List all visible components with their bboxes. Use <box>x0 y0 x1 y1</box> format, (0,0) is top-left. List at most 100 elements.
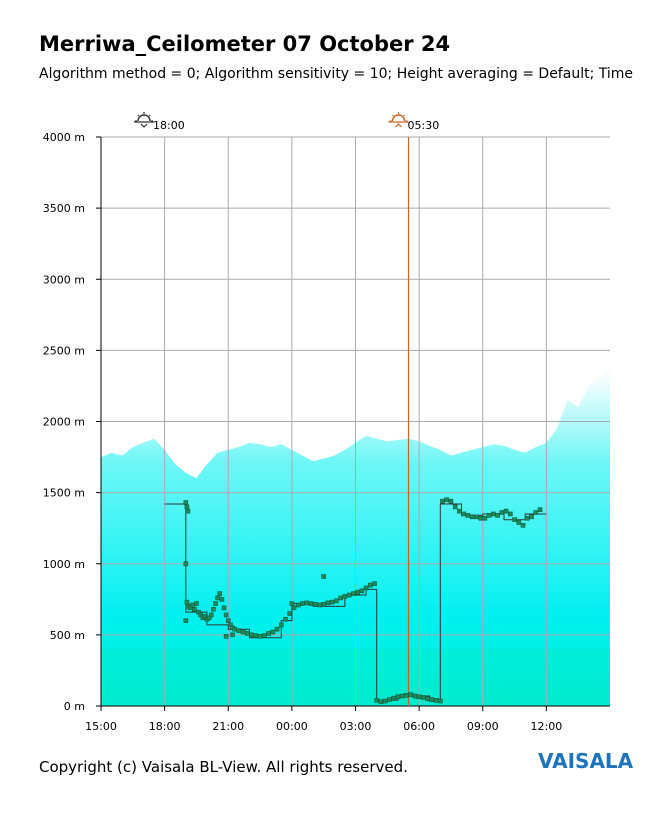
cloud-base-point <box>287 611 293 616</box>
cloud-base-point <box>253 633 259 638</box>
cloud-base-point <box>363 585 369 591</box>
cloud-base-point <box>215 595 220 601</box>
cloud-base-point <box>308 601 314 606</box>
cloud-base-point <box>508 511 513 517</box>
series-layer <box>164 497 547 705</box>
cloud-base-point <box>266 631 271 636</box>
sunset-icon <box>134 112 155 128</box>
cloud-base-point <box>351 591 356 596</box>
cloud-base-point <box>378 699 384 705</box>
cloud-base-point <box>334 598 339 604</box>
cloud-base-point <box>317 602 322 608</box>
cloud-base-point <box>478 515 483 521</box>
cloud-base-point <box>262 633 267 638</box>
y-tick-label: 3500 m <box>43 202 85 215</box>
sun-events: 18:00 05:30 <box>134 112 439 706</box>
cloud-base-point <box>395 694 401 700</box>
cloud-base-point <box>249 632 254 638</box>
grid-lines <box>100 136 610 707</box>
cloud-base-point <box>278 622 284 628</box>
cloud-base-point <box>524 515 530 521</box>
y-tick-label: 2000 m <box>43 416 85 429</box>
cloud-base-point <box>342 594 348 599</box>
cloud-base-point <box>338 595 343 601</box>
cloud-base-point <box>183 500 189 505</box>
cloud-base-point <box>520 523 526 528</box>
vaisala-logo: VAISALA <box>538 749 634 773</box>
cloud-base-point <box>194 601 199 606</box>
cloud-base-point <box>184 504 190 510</box>
cloud-base-point <box>183 618 189 623</box>
cloud-base-point <box>387 697 392 702</box>
chart-title: Merriwa_Ceilometer 07 October 24 <box>39 32 451 56</box>
cloud-base-point <box>412 693 418 699</box>
cloud-base-point <box>274 626 280 632</box>
cloud-base-point <box>482 515 488 521</box>
cloud-base-point <box>486 513 492 518</box>
cloud-base-point <box>399 693 405 699</box>
x-tick-label: 21:00 <box>212 720 244 733</box>
x-tick-label: 00:00 <box>276 720 308 733</box>
cloud-base-point <box>225 618 231 623</box>
cloud-base-point <box>211 606 216 612</box>
cloud-base-point <box>270 629 276 635</box>
y-tick-label: 4000 m <box>43 131 85 144</box>
sunrise-label: 05:30 <box>408 119 440 132</box>
cloud-base-point <box>183 561 189 567</box>
y-tick-label: 500 m <box>50 629 85 642</box>
x-tick-label: 03:00 <box>340 720 372 733</box>
cloud-base-point <box>433 698 439 703</box>
cloud-base-point <box>452 504 458 510</box>
x-tick-label: 12:00 <box>531 720 563 733</box>
cloud-base-point <box>469 514 475 520</box>
cloud-base-point <box>346 592 352 598</box>
cloud-base-point <box>189 602 195 608</box>
cloud-base-point <box>421 695 426 700</box>
cloud-base-point <box>257 633 263 639</box>
chart-subtitle: Algorithm method = 0; Algorithm sensitiv… <box>39 66 633 82</box>
cloud-base-point <box>355 589 360 595</box>
y-tick-label: 1500 m <box>43 487 85 500</box>
cloud-base-point <box>440 498 445 504</box>
x-tick-label: 09:00 <box>467 720 499 733</box>
cloud-base-point <box>232 626 237 632</box>
cloud-base-point <box>245 631 250 636</box>
cloud-base-point <box>184 599 190 605</box>
cloud-base-point <box>321 574 326 579</box>
y-tick-label: 2500 m <box>43 344 85 357</box>
cloud-base-point <box>223 633 229 639</box>
cloud-base-point <box>291 605 297 611</box>
cloud-base-point <box>416 694 422 700</box>
cloud-base-point <box>438 698 443 704</box>
cloud-base-point <box>465 513 471 518</box>
cloud-base-point <box>208 612 214 618</box>
cloud-base-point <box>295 602 301 608</box>
cloud-base-point <box>240 629 246 635</box>
cloud-base-point <box>503 508 509 514</box>
cloud-base-point <box>230 632 235 638</box>
cloud-base-point <box>217 591 223 596</box>
cloud-base-point <box>300 601 305 606</box>
cloud-base-point <box>499 510 505 515</box>
cloud-base-point <box>221 605 227 611</box>
cloud-base-point <box>408 692 413 697</box>
cloud-base-point <box>457 508 462 514</box>
cloud-base-point <box>425 696 430 702</box>
cloud-base-point <box>368 582 373 588</box>
cloud-base-point <box>533 510 539 515</box>
cloud-base-point <box>461 511 466 517</box>
cloud-base-point <box>236 628 242 633</box>
cloud-base-point <box>537 507 543 512</box>
cloud-base-point <box>192 606 197 612</box>
cloud-base-step-line <box>164 503 547 701</box>
cloud-base-point <box>223 612 229 618</box>
sunrise-icon <box>388 112 409 128</box>
cloud-base-point <box>512 517 517 522</box>
cloud-base-point <box>372 581 377 586</box>
axes: 0 m 500 m 1000 m 1500 m 2000 m 2500 m 3000 m 35… <box>43 131 610 733</box>
cloud-base-point <box>329 599 335 605</box>
cloud-base-point <box>304 600 310 606</box>
cloud-base-point <box>185 508 191 514</box>
cloud-base-point <box>444 497 449 503</box>
